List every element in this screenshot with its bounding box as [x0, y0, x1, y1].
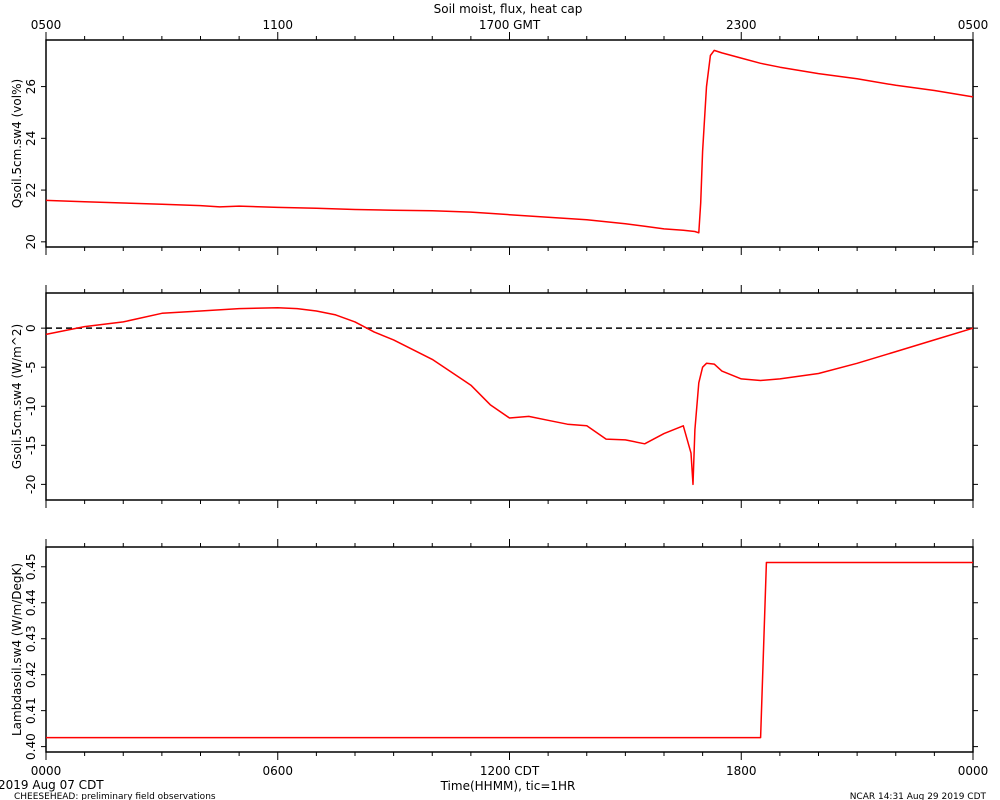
y-tick-label: 0.44 — [24, 589, 38, 616]
y-tick-label: 0.40 — [24, 733, 38, 760]
y-tick-label: -5 — [24, 361, 38, 373]
bottom-tick-label: 1200 CDT — [480, 764, 540, 778]
y-tick-label: 20 — [24, 234, 38, 249]
y-tick-label: 26 — [24, 79, 38, 94]
top-tick-label: 2300 — [726, 18, 757, 32]
project-label: CHEESEHEAD: preliminary field observatio… — [14, 792, 216, 800]
y-axis-label: Qsoil.5cm.sw4 (vol%) — [10, 79, 24, 208]
y-tick-label: 0.45 — [24, 553, 38, 580]
y-tick-label: -15 — [24, 436, 38, 456]
series-line — [45, 307, 974, 486]
y-axis-label: Lambdasoil.sw4 (W/m/DegK) — [10, 563, 24, 736]
panel-frame — [45, 546, 974, 753]
y-tick-label: 0.43 — [24, 625, 38, 652]
series-line — [45, 49, 974, 234]
y-axis-label: Gsoil.5cm.sw4 (W/m^2) — [10, 324, 24, 469]
series-line — [46, 561, 973, 739]
y-tick-label: 0.41 — [24, 697, 38, 724]
chart-title: Soil moist, flux, heat cap — [434, 2, 583, 16]
top-tick-label: 0500 — [31, 18, 62, 32]
y-tick-label: 24 — [24, 131, 38, 146]
bottom-tick-label: 1800 — [726, 764, 757, 778]
top-tick-label: 1100 — [262, 18, 293, 32]
bottom-tick-label: 0000 — [958, 764, 989, 778]
x-axis-label: Time(HHMM), tic=1HR — [440, 779, 576, 793]
top-tick-label: 0500 — [958, 18, 989, 32]
bottom-tick-label: 0000 — [31, 764, 62, 778]
top-axis-tick-labels: 0500 1100 1700 GMT 2300 0500 — [31, 18, 989, 32]
y-tick-label: 0.42 — [24, 661, 38, 688]
date-label: 2019 Aug 07 CDT — [0, 778, 104, 792]
y-tick-label: 0 — [24, 324, 38, 332]
top-tick-label: 1700 GMT — [479, 18, 541, 32]
panel-frame — [45, 39, 974, 248]
credit-label: NCAR 14:31 Aug 29 2019 CDT — [850, 792, 987, 800]
bottom-axis-tick-labels: 0000 0600 1200 CDT 1800 0000 — [31, 764, 989, 778]
y-tick-label: 22 — [24, 182, 38, 197]
bottom-tick-label: 0600 — [262, 764, 293, 778]
panel-frame — [45, 292, 974, 501]
y-tick-label: -20 — [24, 475, 38, 495]
y-tick-label: -10 — [24, 396, 38, 416]
